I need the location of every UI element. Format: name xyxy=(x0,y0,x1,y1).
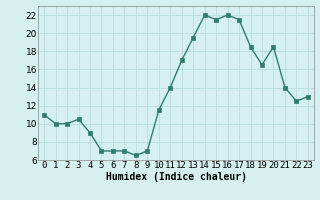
X-axis label: Humidex (Indice chaleur): Humidex (Indice chaleur) xyxy=(106,172,246,182)
